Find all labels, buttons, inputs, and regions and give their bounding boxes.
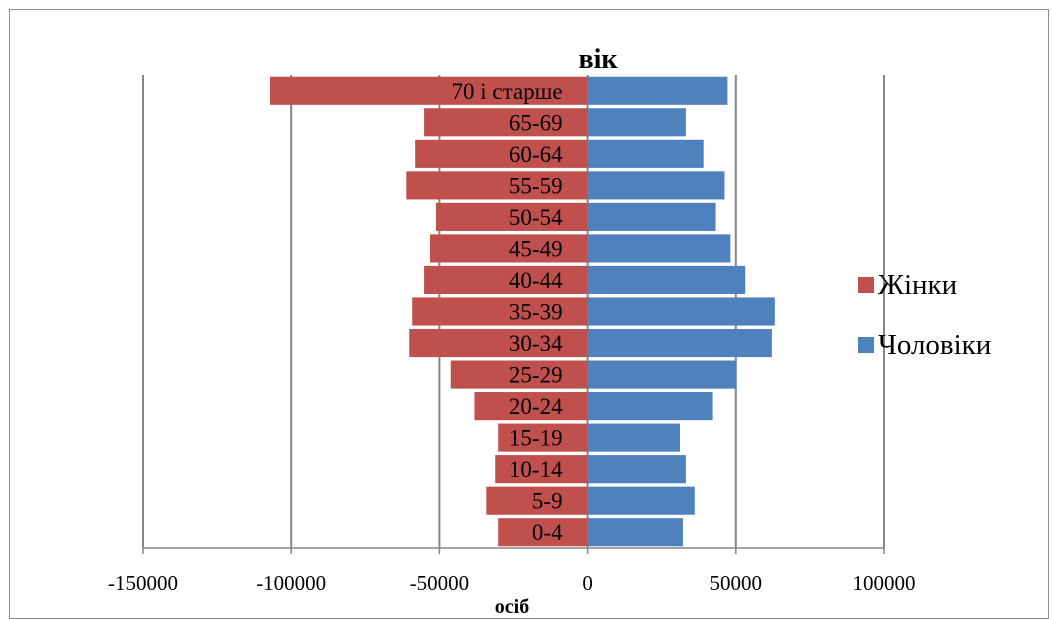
bar-men-50-54 [587,202,716,231]
bar-men-10-14 [587,455,686,484]
x-tick-label: 50000 [710,571,763,595]
legend-label-men: Чоловіки [878,328,992,361]
x-tick-label: -50000 [410,571,470,595]
legend-item-men: Чоловіки [858,328,992,361]
bar-women-50-54 [435,202,589,231]
bar-women-20-24 [474,392,589,421]
legend: Жінки Чоловіки [858,268,992,390]
bar-men-5-9 [587,486,695,515]
legend-swatch-men [858,337,874,353]
chart-title: вік [578,44,618,75]
bar-men-0-4 [587,518,683,547]
legend-item-women: Жінки [858,268,991,301]
bar-men-30-34 [587,328,772,358]
x-tick-label: -150000 [108,571,178,595]
x-tick-label: 100000 [853,571,916,595]
legend-swatch-women [858,277,874,293]
bar-women-0-4 [498,518,589,547]
bar-men-15-19 [587,423,680,452]
category-label: 70 і старше [452,79,563,104]
bar-women-45-49 [430,234,589,263]
bar-women-65-69 [424,108,589,137]
category-label: 65-69 [509,110,563,135]
category-label: 0-4 [532,520,563,545]
bar-men-60-64 [587,139,704,168]
bar-women-30-34 [409,328,589,358]
bar-women-70-і-старше [269,76,589,105]
bar-women-10-14 [495,455,589,484]
x-tick-label: 0 [582,571,593,595]
bar-men-25-29 [587,360,737,389]
category-label: 40-44 [509,268,563,293]
category-label: 45-49 [509,236,563,261]
bar-men-45-49 [587,234,731,263]
category-label: 55-59 [509,173,563,198]
bar-men-35-39 [587,297,775,326]
bar-women-60-64 [415,139,589,168]
category-label: 35-39 [509,300,563,325]
category-label: 20-24 [509,394,563,419]
x-axis-title: осіб [495,596,529,617]
bar-women-55-59 [406,171,589,200]
bar-men-70-і-старше [587,76,728,105]
category-label: 15-19 [509,426,563,451]
x-tick-label: -100000 [256,571,326,595]
category-label: 5-9 [532,489,563,514]
legend-label-women: Жінки [878,268,958,301]
bar-women-40-44 [424,265,589,295]
category-label: 30-34 [509,331,563,356]
category-label: 60-64 [509,142,563,167]
bar-women-35-39 [412,297,589,326]
bar-men-65-69 [587,108,686,137]
bar-women-5-9 [486,486,589,515]
bar-men-55-59 [587,171,725,200]
category-label: 50-54 [509,205,563,230]
bar-men-40-44 [587,265,746,295]
bar-women-15-19 [498,423,589,452]
category-label: 10-14 [509,457,563,482]
category-label: 25-29 [509,363,563,388]
bar-men-20-24 [587,392,713,421]
